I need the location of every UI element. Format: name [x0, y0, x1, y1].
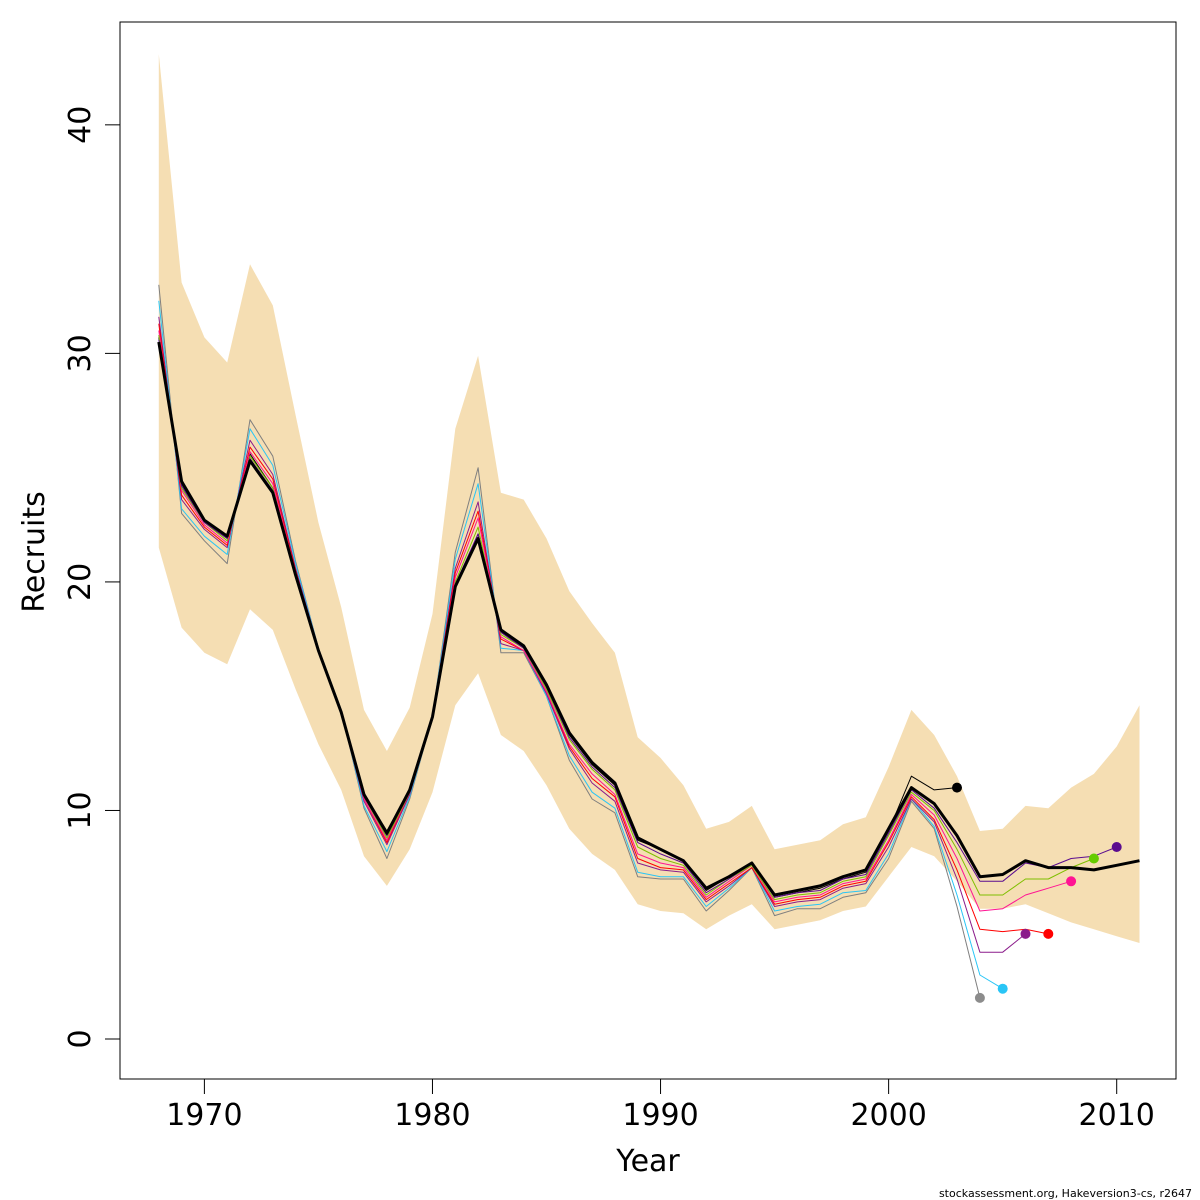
x-axis: 1970 1980 1990 2000 2010 [166, 1078, 1155, 1133]
end-point-2008 [1066, 876, 1077, 887]
confidence-band [158, 54, 1140, 943]
x-tick-label: 1990 [622, 1098, 698, 1133]
x-tick-label: 2000 [850, 1098, 926, 1133]
y-axis: 0 10 20 30 40 [63, 106, 121, 1049]
y-tick-label: 30 [63, 334, 98, 372]
plot-area [157, 54, 1140, 1003]
y-axis-title: Recruits [17, 491, 52, 613]
series-line-3 [158, 300, 1003, 990]
x-tick-label: 1970 [166, 1098, 242, 1133]
end-point-2003 [952, 782, 962, 793]
end-point-2010 [1111, 842, 1122, 852]
y-tick-label: 10 [63, 791, 98, 829]
y-tick-label: 20 [63, 563, 98, 601]
end-points [952, 782, 1122, 1003]
series-lines [157, 284, 1140, 999]
x-tick-label: 1980 [394, 1098, 470, 1133]
end-point-2009 [1088, 853, 1099, 864]
y-tick-label: 40 [63, 106, 98, 144]
end-point-2006 [1020, 928, 1031, 939]
x-tick-label: 2010 [1079, 1098, 1155, 1133]
credit-text: stockassessment.org, Hakeversion3-cs, r2… [939, 1187, 1192, 1200]
series-line-4 [158, 316, 1026, 953]
y-tick-label: 0 [63, 1029, 98, 1048]
series-line-0 [157, 341, 1140, 897]
end-point-2007 [1043, 928, 1054, 939]
x-axis-title: Year [615, 1144, 680, 1179]
end-point-2005 [997, 983, 1008, 994]
end-point-2004 [974, 992, 985, 1003]
